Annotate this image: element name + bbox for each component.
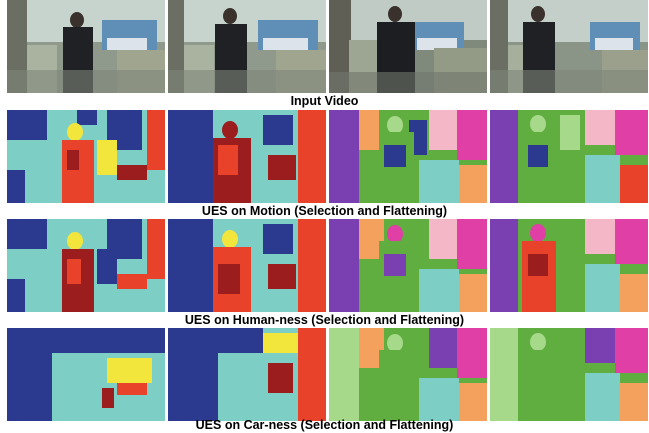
input-video-row (0, 0, 649, 93)
motion-frame-4 (490, 110, 648, 203)
human-row (0, 219, 649, 312)
car-row (0, 328, 649, 421)
human-frame-1 (7, 219, 165, 312)
input-frame-4 (490, 0, 648, 93)
human-frame-4 (490, 219, 648, 312)
caption-motion: UES on Motion (Selection and Flattening) (201, 204, 448, 218)
car-frame-1 (7, 328, 165, 421)
caption-car-ness: UES on Car-ness (Selection and Flattenin… (195, 418, 454, 432)
human-frame-3 (329, 219, 487, 312)
car-frame-4 (490, 328, 648, 421)
input-frame-3 (329, 0, 487, 93)
caption-input-video: Input Video (290, 94, 359, 108)
motion-frame-1 (7, 110, 165, 203)
input-frame-1 (7, 0, 165, 93)
motion-row (0, 110, 649, 203)
car-frame-3 (329, 328, 487, 421)
caption-human-ness: UES on Human-ness (Selection and Flatten… (184, 313, 465, 327)
motion-frame-2 (168, 110, 326, 203)
motion-frame-3 (329, 110, 487, 203)
car-frame-2 (168, 328, 326, 421)
input-frame-2 (168, 0, 326, 93)
human-frame-2 (168, 219, 326, 312)
